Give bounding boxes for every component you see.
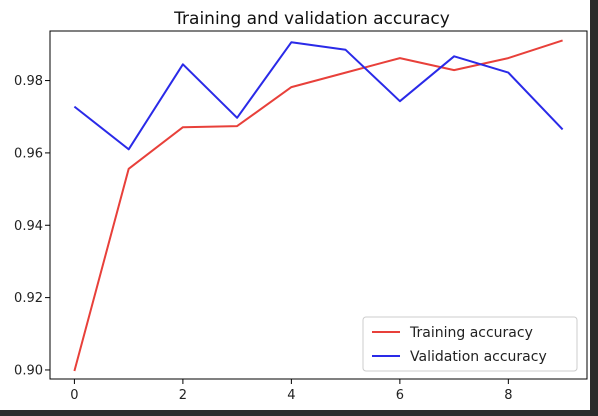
- x-axis: 0 2 4 6 8: [70, 379, 512, 403]
- legend-label: Training accuracy: [409, 325, 533, 341]
- legend-label: Validation accuracy: [410, 349, 547, 365]
- x-tick-label: 0: [70, 388, 78, 403]
- legend-box: [362, 316, 578, 372]
- y-tick-label: 0.96: [14, 146, 43, 161]
- series-layer: [73, 39, 564, 372]
- x-tick-label: 4: [287, 388, 295, 403]
- x-tick-label: 6: [396, 388, 404, 403]
- y-tick-label: 0.92: [14, 291, 43, 306]
- window-edge-right: [590, 0, 598, 416]
- x-tick-label: 2: [179, 388, 187, 403]
- window-edge-bottom: [0, 410, 598, 416]
- y-axis: 0.90 0.92 0.94 0.96 0.98: [14, 74, 50, 378]
- y-tick-label: 0.98: [14, 74, 43, 89]
- legend: Training accuracy Validation accuracy: [362, 316, 578, 372]
- chart-title: Training and validation accuracy: [173, 9, 450, 29]
- validation-accuracy-line: [73, 41, 564, 151]
- y-tick-label: 0.94: [14, 219, 43, 234]
- y-tick-label: 0.90: [14, 363, 43, 378]
- x-tick-label: 8: [504, 388, 512, 403]
